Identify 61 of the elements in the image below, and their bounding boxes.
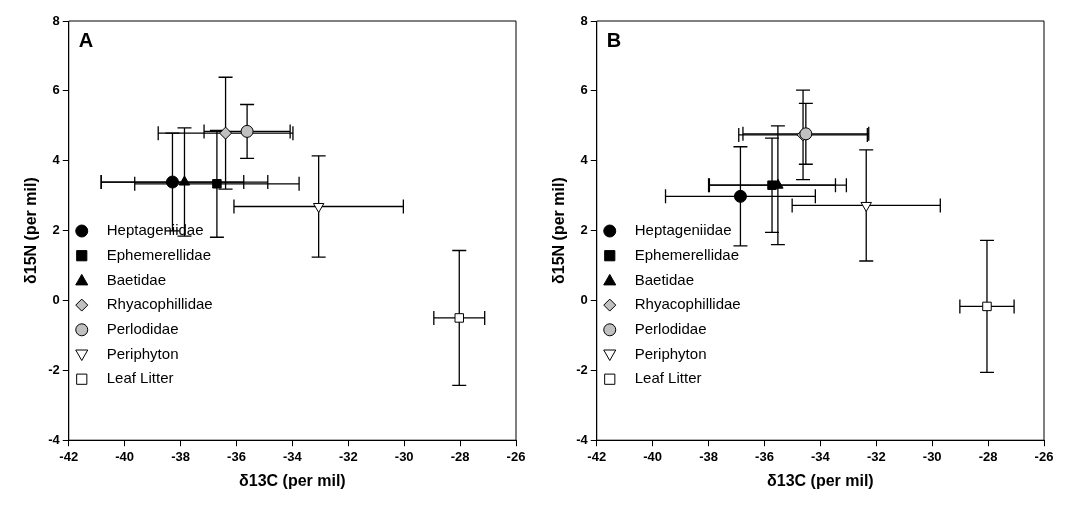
point — [178, 175, 191, 186]
y-tick-label: 2 — [52, 222, 60, 238]
annotation: B — [606, 28, 622, 51]
y-axis-title: δ15N (per mil) — [22, 177, 40, 284]
legend-label: Leaf Litter — [634, 369, 702, 387]
x-tick-label: -40 — [115, 448, 135, 464]
legend-label: Perlodidae — [634, 319, 707, 337]
x-tick-label: -30 — [922, 448, 942, 464]
annotation: A — [78, 28, 94, 51]
y-tick-label: 6 — [580, 82, 588, 98]
point — [165, 175, 179, 189]
y-tick-label: 0 — [52, 292, 60, 308]
x-tick-label: -26 — [506, 448, 526, 464]
y-tick-label: 4 — [52, 152, 61, 168]
x-tick-label: -42 — [587, 448, 607, 464]
point — [733, 189, 747, 203]
legend-label: Ephemerellidae — [634, 245, 739, 263]
legend-label: Periphyton — [634, 344, 707, 362]
legend-label: Rhyacophillidae — [106, 295, 213, 313]
legend-label: Heptageniidae — [634, 221, 732, 239]
x-tick-label: -32 — [338, 448, 358, 464]
legend-label: Periphyton — [106, 344, 179, 362]
x-tick-label: -36 — [755, 448, 774, 464]
x-axis-title: δ13C (per mil) — [767, 471, 874, 489]
y-tick-label: 6 — [52, 82, 60, 98]
y-tick-label: 8 — [580, 12, 588, 28]
y-tick-label: 4 — [580, 152, 589, 168]
point — [860, 201, 872, 212]
legend-label: Leaf Litter — [106, 369, 174, 387]
x-tick-label: -30 — [394, 448, 414, 464]
y-tick-label: -2 — [576, 361, 588, 377]
legend-label: Perlodidae — [106, 319, 179, 337]
x-tick-label: -28 — [450, 448, 470, 464]
x-tick-label: -34 — [810, 448, 831, 464]
x-tick-label: -42 — [59, 448, 79, 464]
legend-label: Ephemerellidae — [106, 245, 211, 263]
x-tick-label: -32 — [866, 448, 886, 464]
x-tick-label: -36 — [227, 448, 246, 464]
point — [312, 203, 325, 213]
legend-label: Baetidae — [106, 270, 166, 288]
x-tick-label: -40 — [643, 448, 663, 464]
y-tick-label: 2 — [580, 222, 588, 238]
point — [454, 313, 464, 323]
y-tick-label: -2 — [48, 361, 60, 377]
point — [212, 179, 222, 189]
y-axis-title: δ15N (per mil) — [550, 177, 568, 284]
x-axis-title: δ13C (per mil) — [239, 471, 346, 489]
y-tick-label: -4 — [48, 431, 61, 447]
x-tick-label: -34 — [282, 448, 303, 464]
point — [219, 126, 233, 140]
legend-label: Baetidae — [634, 270, 694, 288]
legend-label: Rhyacophillidae — [634, 295, 741, 313]
point — [240, 124, 254, 138]
x-tick-label: -26 — [1034, 448, 1054, 464]
x-tick-label: -38 — [171, 448, 190, 464]
y-tick-label: -4 — [576, 431, 589, 447]
x-tick-label: -28 — [978, 448, 998, 464]
point — [982, 301, 992, 312]
y-tick-label: 8 — [52, 12, 60, 28]
x-tick-label: -38 — [699, 448, 718, 464]
y-tick-label: 0 — [580, 292, 588, 308]
